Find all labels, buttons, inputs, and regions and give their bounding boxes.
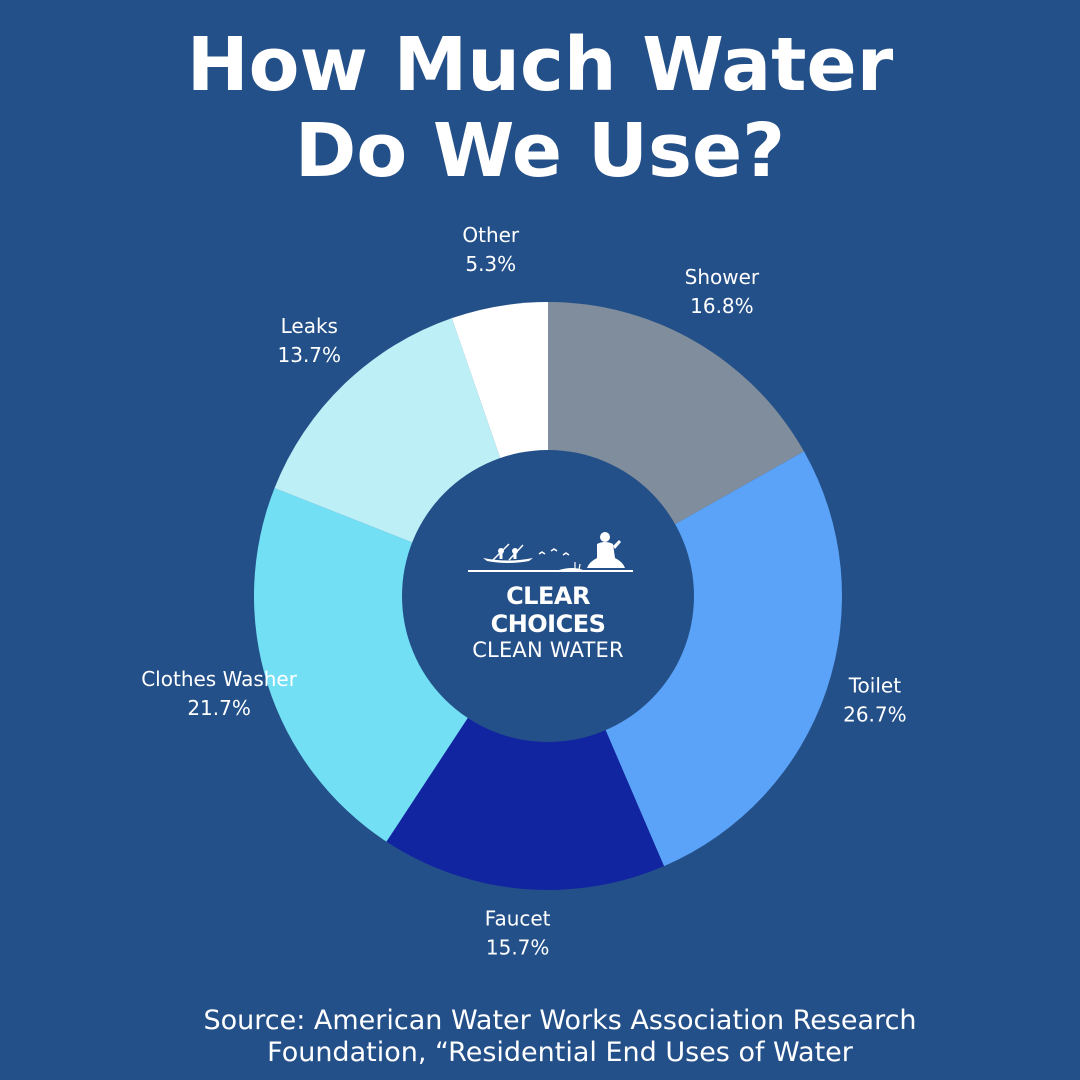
source-citation: Source: American Water Works Association… bbox=[60, 1005, 1060, 1069]
label-toilet: Toilet 26.7% bbox=[843, 673, 907, 726]
slice-faucet bbox=[386, 596, 665, 891]
title-line-1: How Much Water bbox=[186, 22, 894, 108]
label-leaks-value: 13.7% bbox=[278, 343, 342, 367]
source-line-1: Source: American Water Works Association… bbox=[203, 1005, 917, 1036]
label-faucet: Faucet 15.7% bbox=[485, 907, 551, 960]
label-faucet-value: 15.7% bbox=[486, 936, 550, 960]
label-clothes-washer-category: Clothes Washer bbox=[141, 667, 298, 691]
label-other-category: Other bbox=[462, 223, 520, 247]
label-faucet-category: Faucet bbox=[485, 907, 551, 931]
label-toilet-value: 26.7% bbox=[843, 702, 907, 726]
page-title: How Much Water Do We Use? bbox=[0, 22, 1080, 194]
logo-text-line-2: CLEAN WATER bbox=[472, 638, 624, 662]
label-toilet-category: Toilet bbox=[848, 673, 901, 697]
logo-text-line-1: CLEAR CHOICES bbox=[490, 582, 606, 638]
label-other: Other 5.3% bbox=[462, 223, 520, 276]
label-other-value: 5.3% bbox=[465, 252, 516, 276]
label-clothes-washer: Clothes Washer 21.7% bbox=[141, 667, 298, 720]
label-clothes-washer-value: 21.7% bbox=[187, 696, 251, 720]
label-shower-category: Shower bbox=[685, 265, 760, 289]
clear-choices-logo: CLEAR CHOICES CLEAN WATER bbox=[448, 530, 648, 662]
kayak-and-meditating-figure-icon bbox=[468, 532, 633, 572]
source-line-2: Foundation, “Residential End Uses of Wat… bbox=[267, 1037, 853, 1068]
chart-labels: Shower 16.8% Toilet 26.7% Faucet 15.7% Clothes… bbox=[141, 223, 906, 960]
label-shower: Shower 16.8% bbox=[685, 265, 760, 318]
label-leaks-category: Leaks bbox=[281, 314, 338, 338]
label-shower-value: 16.8% bbox=[690, 294, 754, 318]
label-leaks: Leaks 13.7% bbox=[278, 314, 342, 367]
donut-hole bbox=[402, 450, 694, 742]
title-line-2: Do We Use? bbox=[294, 108, 786, 194]
